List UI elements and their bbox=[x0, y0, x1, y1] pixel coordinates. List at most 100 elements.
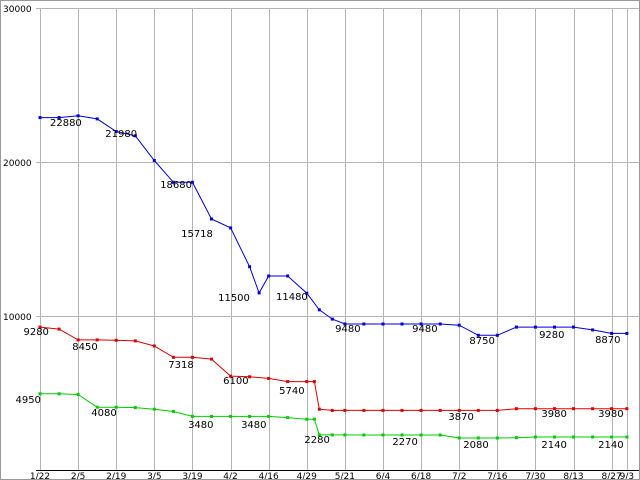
x-tick-label: 6/4 bbox=[376, 472, 391, 480]
data-point-marker bbox=[95, 117, 99, 121]
data-point-marker bbox=[257, 291, 261, 295]
data-point-marker bbox=[400, 322, 404, 326]
data-point-marker bbox=[171, 410, 175, 413]
data-point-marker bbox=[553, 407, 556, 411]
axis-labels: 1/22 2/5 2/19 3/5 3/19 4/2 4/16 4/29 5/21 6/4 6/18… bbox=[3, 5, 634, 480]
x-tick-label: 2/19 bbox=[106, 472, 126, 480]
data-value-label: 4080 bbox=[91, 408, 116, 419]
data-point-marker bbox=[267, 414, 271, 418]
data-value-label: 9480 bbox=[335, 324, 360, 335]
data-point-marker bbox=[533, 435, 537, 439]
data-point-marker bbox=[305, 380, 309, 384]
data-point-marker bbox=[133, 406, 137, 410]
data-value-label: 3980 bbox=[598, 409, 623, 420]
data-point-marker bbox=[438, 408, 442, 412]
data-point-marker bbox=[362, 433, 366, 437]
data-point-marker bbox=[343, 433, 347, 437]
data-point-marker bbox=[362, 322, 366, 326]
data-point-marker bbox=[114, 130, 118, 133]
series-green bbox=[38, 392, 629, 440]
data-point-marker bbox=[317, 433, 321, 437]
data-value-label: 22880 bbox=[50, 118, 82, 129]
data-value-label: 9480 bbox=[412, 324, 437, 335]
data-point-marker bbox=[57, 116, 61, 120]
data-value-label: 18680 bbox=[160, 180, 192, 191]
data-point-marker bbox=[495, 436, 499, 440]
series-red bbox=[38, 325, 629, 412]
data-point-marker bbox=[362, 408, 366, 412]
data-point-marker bbox=[343, 322, 347, 326]
data-point-marker bbox=[248, 414, 252, 418]
data-point-marker bbox=[312, 417, 316, 421]
data-point-marker bbox=[248, 265, 252, 269]
data-point-marker bbox=[330, 317, 334, 321]
data-point-marker bbox=[400, 433, 404, 437]
data-point-marker bbox=[553, 325, 556, 329]
data-point-marker bbox=[95, 338, 99, 342]
data-point-marker bbox=[381, 408, 385, 412]
data-point-marker bbox=[76, 338, 80, 342]
data-point-marker bbox=[171, 355, 175, 359]
x-tick-label: 7/30 bbox=[525, 472, 545, 480]
data-point-marker bbox=[438, 433, 442, 437]
x-tick-label: 8/13 bbox=[563, 472, 583, 480]
series-line-red bbox=[39, 326, 627, 411]
data-point-marker bbox=[152, 407, 156, 411]
data-value-label: 2280 bbox=[304, 435, 329, 446]
x-tick-label: 7/16 bbox=[487, 472, 507, 480]
data-point-marker bbox=[312, 380, 316, 384]
data-point-marker bbox=[38, 116, 42, 120]
data-point-marker bbox=[476, 408, 480, 412]
data-value-label: 3980 bbox=[541, 409, 566, 420]
data-value-label: 2140 bbox=[541, 440, 566, 451]
data-point-marker bbox=[591, 328, 595, 332]
data-point-marker bbox=[229, 226, 233, 230]
x-tick-label: 5/21 bbox=[335, 472, 355, 480]
data-point-marker bbox=[400, 408, 404, 412]
data-point-marker bbox=[190, 180, 194, 184]
data-point-marker bbox=[286, 274, 290, 278]
data-value-label: 2080 bbox=[463, 440, 488, 451]
data-point-marker bbox=[419, 433, 423, 437]
x-tick-label: 4/29 bbox=[297, 472, 317, 480]
y-tick-label: 20000 bbox=[3, 159, 32, 169]
data-labels: 22880 21980 18680 15718 11500 11480 9480 9480 87… bbox=[15, 118, 623, 451]
data-point-marker bbox=[76, 114, 80, 118]
data-point-marker bbox=[381, 322, 385, 326]
data-point-marker bbox=[248, 375, 252, 379]
data-value-label: 21980 bbox=[105, 129, 137, 140]
data-point-marker bbox=[57, 392, 61, 396]
data-point-marker bbox=[533, 407, 537, 411]
data-point-marker bbox=[381, 433, 385, 437]
data-point-marker bbox=[591, 407, 595, 411]
data-point-marker bbox=[114, 405, 118, 409]
data-value-label: 8750 bbox=[469, 336, 494, 347]
data-point-marker bbox=[625, 331, 629, 335]
data-value-label: 4950 bbox=[15, 395, 40, 406]
gridlines bbox=[36, 8, 639, 470]
data-point-marker bbox=[317, 407, 321, 411]
data-point-marker bbox=[229, 374, 233, 378]
data-point-marker bbox=[114, 338, 118, 342]
data-point-marker bbox=[210, 357, 213, 361]
data-value-label: 3480 bbox=[188, 420, 213, 431]
data-point-marker bbox=[267, 274, 271, 278]
data-point-marker bbox=[495, 408, 499, 412]
data-point-marker bbox=[95, 405, 99, 409]
data-point-marker bbox=[171, 180, 175, 184]
data-point-marker bbox=[533, 325, 537, 329]
data-point-marker bbox=[305, 417, 309, 421]
data-point-marker bbox=[457, 408, 461, 412]
data-value-label: 2140 bbox=[598, 440, 623, 451]
x-tick-label: 4/16 bbox=[259, 472, 279, 480]
y-tick-label: 30000 bbox=[3, 5, 32, 15]
data-value-label: 7318 bbox=[168, 360, 193, 371]
x-tick-label: 7/2 bbox=[452, 472, 466, 480]
data-point-marker bbox=[152, 344, 156, 348]
data-point-marker bbox=[286, 380, 290, 384]
data-value-label: 15718 bbox=[181, 229, 213, 240]
x-tick-label: 4/2 bbox=[223, 472, 237, 480]
data-point-marker bbox=[610, 331, 614, 335]
x-tick-label: 8/27 bbox=[602, 472, 622, 480]
